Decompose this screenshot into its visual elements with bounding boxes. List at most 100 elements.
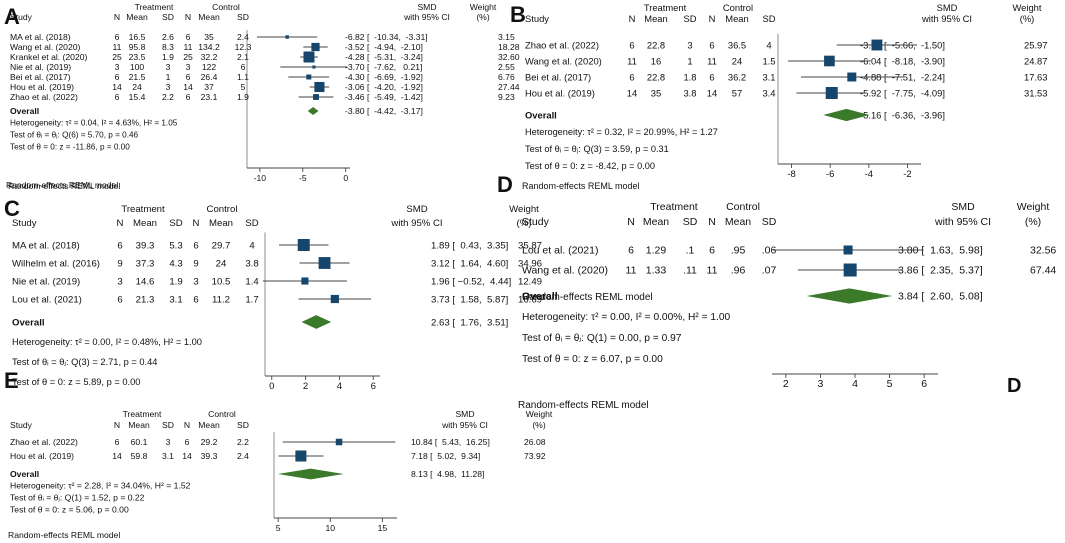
control-sd: 1.5 — [762, 55, 775, 66]
study-marker — [824, 55, 835, 67]
stat-line: Test of θᵢ = θⱼ: Q(1) = 0.00, p = 0.97 — [522, 333, 682, 344]
treatment-mean: 1.33 — [646, 265, 667, 277]
treatment-sd: 3 — [166, 82, 171, 92]
stat-line: Test of θ = 0: z = 6.07, p = 0.00 — [522, 354, 663, 365]
overall-value: 3.84 [ 2.60, 5.08] — [898, 291, 983, 303]
smd-ci-value: -6.82 [ -10.34, -3.31] — [345, 32, 428, 42]
smd-ci-value: -3.70 [ -7.62, 0.21] — [345, 62, 422, 72]
model-label-a: Random-effects REML model — [6, 180, 118, 190]
header-treatment: Treatment — [644, 2, 687, 13]
control-sd: 4 — [766, 39, 771, 50]
control-mean: 24 — [216, 258, 227, 269]
control-n: 6 — [185, 437, 190, 447]
header-treatment-mean: Mean — [128, 420, 150, 430]
study-row: Hou et al. (2019) 14 59.8 3.1 14 39.3 2.4 7.18 … — [10, 450, 546, 462]
treatment-n: 11 — [626, 265, 637, 277]
control-mean: 11.2 — [212, 294, 230, 305]
model-label: Random-effects REML model — [8, 181, 120, 191]
header-control: Control — [208, 409, 236, 419]
header-weight-unit: (%) — [1025, 216, 1041, 228]
control-mean: 29.2 — [201, 437, 218, 447]
control-mean: 36.2 — [728, 71, 746, 82]
header-control: Control — [207, 204, 238, 215]
stat-line: Test of θᵢ = θⱼ: Q(6) = 5.70, p = 0.46 — [10, 131, 139, 140]
control-mean: 134.2 — [198, 42, 220, 52]
header-treatment-n: N — [629, 13, 636, 24]
treatment-mean: 1.29 — [646, 245, 667, 257]
control-mean: 122 — [202, 62, 217, 72]
header-study: Study — [12, 218, 37, 229]
model-label: Random-effects REML model — [8, 530, 120, 540]
weight-value: 32.60 — [498, 52, 520, 62]
x-tick-label: -4 — [865, 168, 873, 179]
treatment-sd: 5.3 — [169, 240, 182, 251]
header-control-mean: Mean — [725, 13, 748, 24]
model-label-floating: Random-effects REML model — [518, 400, 649, 411]
weight-value: 34.96 — [518, 258, 542, 269]
header-control-n: N — [193, 218, 200, 229]
header-smd: SMD — [937, 2, 958, 13]
treatment-n: 6 — [115, 32, 120, 42]
study-marker — [313, 94, 319, 100]
overall-diamond — [806, 288, 893, 304]
header-treatment-n: N — [114, 420, 120, 430]
treatment-mean: 95.8 — [129, 42, 146, 52]
study-name: Wang et al. (2020) — [522, 265, 608, 277]
study-name: Lou et al. (2021) — [522, 245, 598, 257]
treatment-mean: 24 — [132, 82, 142, 92]
study-name: Krankel et al. (2020) — [10, 52, 88, 62]
header-ci: with 95% CI — [390, 218, 442, 229]
x-tick-label: 4 — [852, 378, 858, 390]
header-weight: Weight — [1012, 2, 1041, 13]
header-treatment: Treatment — [123, 409, 162, 419]
header-ci: with 95% CI — [403, 12, 450, 22]
header-treatment: Treatment — [135, 2, 174, 12]
study-marker — [301, 277, 309, 285]
study-marker — [318, 257, 331, 269]
treatment-sd: 3.8 — [683, 87, 696, 98]
header-weight: Weight — [526, 409, 553, 419]
header-smd: SMD — [455, 409, 474, 419]
smd-ci-value: -3.06 [ -4.20, -1.92] — [345, 82, 423, 92]
treatment-mean: 14.6 — [136, 276, 155, 287]
study-row: Hou et al. (2019) 14 24 3 14 37 5 -3.06 [ -4.20… — [10, 81, 520, 93]
header-treatment: Treatment — [121, 204, 165, 215]
x-tick-label: 6 — [921, 378, 927, 390]
header-ci: with 95% CI — [441, 420, 488, 430]
study-row: Nie et al. (2019) 3 14.6 1.9 3 10.5 1.4 1.96 [ … — [12, 276, 542, 287]
figure-annotations: Random-effects REML model Random-effects … — [6, 180, 1021, 411]
treatment-mean: 22.8 — [647, 71, 665, 82]
control-sd: 1.9 — [237, 92, 249, 102]
x-tick-label: 6 — [371, 381, 376, 392]
treatment-sd: 1 — [687, 55, 692, 66]
header-study: Study — [525, 13, 549, 24]
control-n: 6 — [186, 32, 191, 42]
weight-value: 2.55 — [498, 62, 515, 72]
header-control: Control — [212, 2, 240, 12]
overall-diamond — [307, 107, 319, 115]
study-marker — [295, 450, 307, 462]
header-treatment-sd: SD — [169, 218, 182, 229]
control-mean: 23.1 — [201, 92, 218, 102]
header-study: Study — [522, 216, 550, 228]
header-control-sd: SD — [762, 216, 777, 228]
study-name: Wang et al. (2020) — [10, 42, 81, 52]
treatment-sd: 1.9 — [162, 52, 174, 62]
study-row: MA et al. (2018) 6 16.5 2.6 6 35 2.4 -6.82 [ -1… — [10, 32, 515, 42]
control-mean: 32.2 — [201, 52, 218, 62]
x-tick-label: 2 — [783, 378, 789, 390]
x-tick-label: 2 — [303, 381, 308, 392]
overall-value: 2.63 [ 1.76, 3.51] — [431, 317, 508, 328]
header-treatment-sd: SD — [683, 13, 696, 24]
stat-line: Heterogeneity: τ² = 0.32, I² = 20.99%, H… — [525, 127, 718, 137]
control-sd: 1.1 — [237, 72, 249, 82]
treatment-n: 6 — [115, 437, 120, 447]
control-mean: 10.5 — [212, 276, 231, 287]
overall-label: Overall — [522, 291, 558, 303]
control-mean: 57 — [732, 87, 742, 98]
study-name: Nie et al. (2019) — [12, 276, 80, 287]
control-n: 6 — [709, 71, 714, 82]
smd-ci-value: -5.92 [ -7.75, -4.09] — [860, 87, 945, 98]
control-sd: 12.3 — [235, 42, 252, 52]
treatment-n: 11 — [113, 42, 122, 52]
